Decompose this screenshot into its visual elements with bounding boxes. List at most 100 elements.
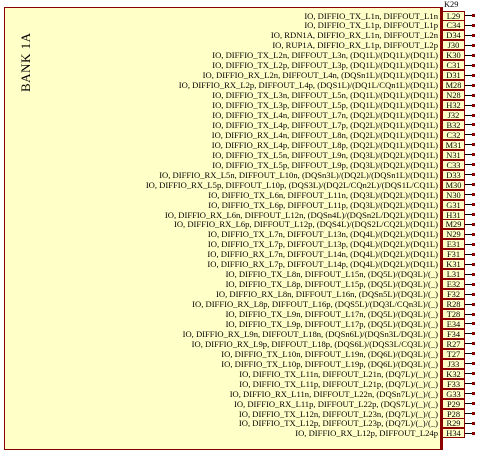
pin-number: J33: [442, 358, 465, 369]
pin-lead: [465, 194, 474, 196]
pin-end-dot: [472, 362, 475, 366]
pin-function-label: IO, DIFFIO_RX_L2n, DIFFOUT_L4n, (DQSn1L)…: [202, 70, 438, 81]
pin-function-label: IO, DIFFIO_RX_L7p, DIFFOUT_L14p, (DQ4L)/…: [207, 259, 438, 270]
pin-function-label: IO, DIFFIO_TX_L4n, DIFFOUT_L7n, (DQ2L)/(…: [212, 110, 438, 120]
pin-end-dot: [472, 352, 475, 356]
pin-lead: [465, 134, 474, 136]
pin-lead: [465, 15, 474, 16]
pin-number: P29: [442, 398, 465, 409]
pin-number: E32: [442, 279, 465, 290]
pin-number: T28: [442, 309, 465, 319]
pin-end-dot: [472, 412, 475, 415]
pin-end-dot: [472, 222, 475, 226]
pin-end-dot: [472, 53, 475, 57]
pin-lead: [465, 293, 474, 295]
pin-function-label: IO, DIFFIO_RX_L11p, DIFFOUT_L22p, (DQS7L…: [233, 398, 438, 409]
pin-function-label: IO, DIFFIO_RX_L4p, DIFFOUT_L8p, (DQ2L)/(…: [211, 139, 438, 150]
pin-number: N29: [442, 229, 465, 240]
pin-lead: [465, 422, 474, 424]
pin-end-dot: [472, 312, 475, 316]
pin-function-label: IO, DIFFIO_TX_L7p, DIFFOUT_L13p, (DQ4L)/…: [207, 239, 438, 250]
pin-lead: [465, 174, 474, 176]
pin-function-label: IO, DIFFIO_RX_L9p, DIFFOUT_L18p, (DQS6L)…: [191, 338, 438, 349]
pin-end-dot: [472, 193, 475, 197]
pin-function-label: IO, DIFFIO_RX_L6n, DIFFOUT_L12n, (DQSn4L…: [164, 209, 438, 220]
pin-lead: [465, 323, 474, 325]
pin-end-dot: [472, 143, 475, 147]
pin-function-label: IO, DIFFIO_RX_L8p, DIFFOUT_L16p, (DQS5L)…: [192, 299, 438, 310]
pin-lead: [465, 54, 474, 56]
pin-number: M31: [442, 139, 465, 150]
pin-number: D33: [442, 169, 465, 180]
pin-number: T27: [442, 348, 465, 359]
pin-function-label: IO, DIFFIO_TX_L1n, DIFFOUT_L1n: [304, 10, 438, 21]
pin-function-label: IO, DIFFIO_RX_L5n, DIFFOUT_L10n, (DQSn3L…: [159, 169, 438, 180]
pin-end-dot: [472, 93, 475, 97]
pin-lead: [465, 333, 474, 335]
pin-number: F32: [442, 289, 465, 300]
pin-lead: [465, 363, 474, 365]
pin-end-dot: [472, 213, 475, 216]
pin-number: F34: [442, 328, 465, 339]
pin-end-dot: [472, 382, 475, 386]
pin-function-label: IO, DIFFIO_TX_L6n, DIFFOUT_L11n, (DQ3L)/…: [208, 189, 438, 200]
pin-function-label: IO, DIFFIO_TX_L11p, DIFFOUT_L21p, (DQ7L)…: [239, 378, 438, 389]
pin-end-dot: [472, 292, 475, 296]
pin-lead: [465, 124, 474, 126]
pin-function-label: IO, DIFFIO_RX_L5p, DIFFOUT_L10p, (DQS3L)…: [145, 179, 438, 190]
pin-end-dot: [472, 123, 475, 127]
pin-function-label: IO, DIFFIO_TX_L8n, DIFFOUT_L15n, (DQ5L)/…: [225, 269, 438, 280]
pin-number: N30: [442, 189, 465, 200]
pin-function-label: IO, DIFFIO_RX_L6p, DIFFOUT_L12p, (DQS4L)…: [173, 219, 438, 230]
pin-lead: [465, 263, 474, 265]
pin-end-dot: [472, 203, 475, 207]
pin-number: H34: [442, 428, 465, 439]
pin-function-label: IO, DIFFIO_RX_L2p, DIFFOUT_L4p, (DQS1L)/…: [178, 80, 438, 91]
pin-end-dot: [472, 302, 475, 306]
pin-number: J30: [442, 40, 465, 51]
pin-number: D34: [442, 30, 465, 41]
pin-function-label: IO, DIFFIO_RX_L11n, DIFFOUT_L22n, (DQSn7…: [229, 388, 438, 399]
pin-end-dot: [472, 372, 475, 376]
pin-end-dot: [472, 332, 475, 336]
pin-number: G31: [442, 199, 465, 210]
pin-number: C31: [442, 60, 465, 71]
pin-function-label: IO, DIFFIO_RX_L4n, DIFFOUT_L8n, (DQ2L)/(…: [211, 129, 438, 140]
pin-function-label: IO, DIFFIO_TX_L4p, DIFFOUT_L7p, (DQ2L)/(…: [212, 119, 438, 130]
pin-end-dot: [472, 153, 475, 157]
pin-end-dot: [472, 262, 475, 266]
pin-function-label: IO, DIFFIO_TX_L5p, DIFFOUT_L9p, (DQ3L)/(…: [212, 159, 438, 170]
pin-lead: [465, 104, 474, 106]
pin-lead: [465, 233, 474, 235]
pin-number: N31: [442, 149, 465, 160]
pin-lead: [465, 74, 474, 76]
pin-lead: [465, 214, 474, 215]
top-pin-number: K29: [444, 0, 459, 9]
pin-end-dot: [472, 242, 475, 246]
pin-function-label: IO, DIFFIO_TX_L2n, DIFFOUT_L3n, (DQ1L)/(…: [212, 50, 438, 61]
pin-end-dot: [472, 232, 475, 236]
pin-lead: [465, 84, 474, 86]
pin-lead: [465, 343, 474, 345]
pin-number: M30: [442, 179, 465, 190]
pin-number: R29: [442, 418, 465, 429]
pin-function-label: IO, DIFFIO_TX_L7n, DIFFOUT_L13n, (DQ4L)/…: [207, 229, 438, 240]
pin-end-dot: [472, 431, 475, 435]
pin-end-dot: [472, 163, 475, 167]
pin-end-dot: [472, 392, 475, 396]
pin-number: F33: [442, 378, 465, 389]
pin-lead: [465, 24, 474, 26]
pin-function-label: IO, DIFFIO_TX_L10n, DIFFOUT_L19n, (DQ6L)…: [221, 348, 438, 359]
pin-end-dot: [472, 252, 475, 256]
pin-function-label: IO, DIFFIO_RX_L7n, DIFFOUT_L14n, (DQ4L)/…: [207, 249, 438, 260]
pin-end-dot: [472, 23, 475, 27]
pin-end-dot: [472, 83, 475, 87]
pin-number: B32: [442, 119, 465, 130]
pin-end-dot: [472, 14, 475, 17]
pin-function-label: IO, DIFFIO_TX_L3p, DIFFOUT_L5p, (DQ1L)/(…: [212, 100, 438, 111]
pin-lead: [465, 144, 474, 146]
pin-end-dot: [472, 421, 475, 425]
pin-end-dot: [472, 63, 475, 67]
pin-number: F31: [442, 249, 465, 260]
